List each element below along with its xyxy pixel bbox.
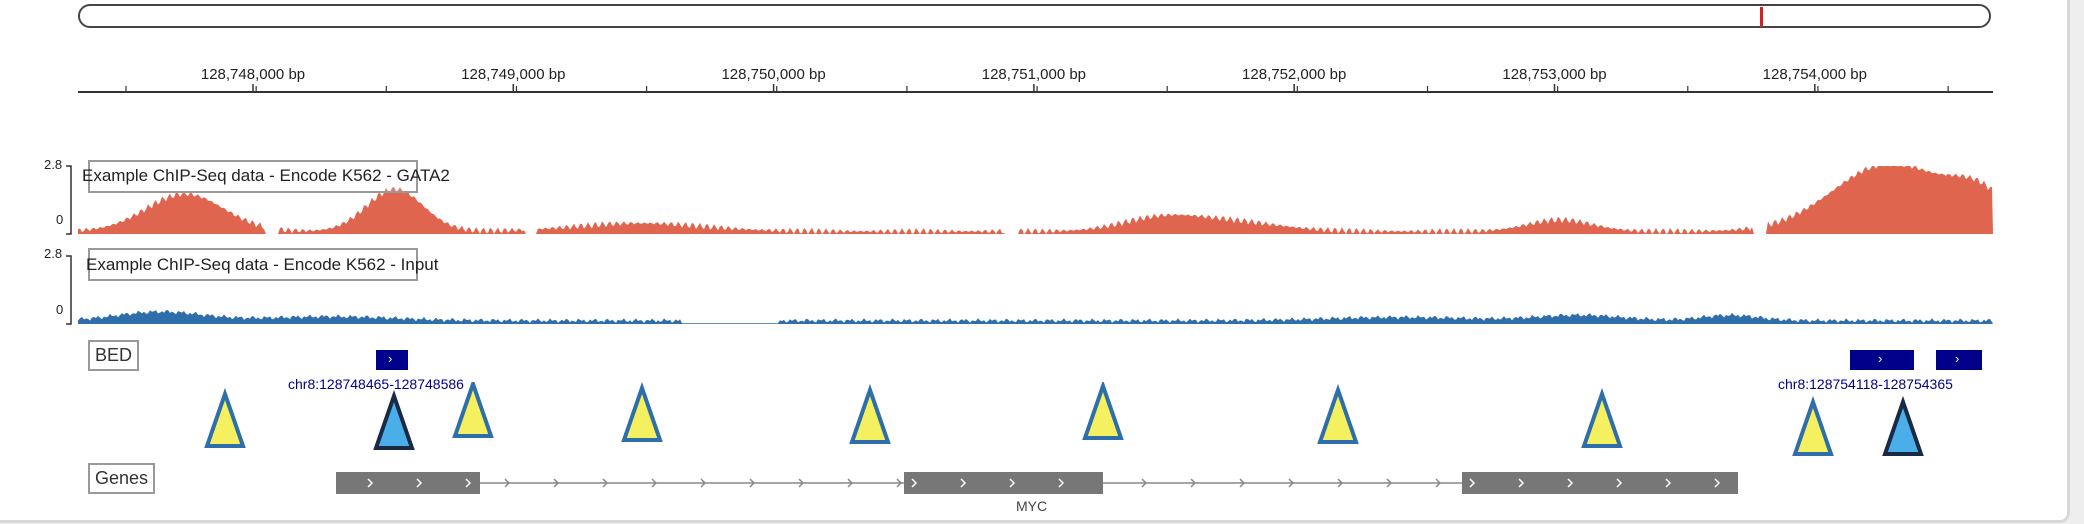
track-input-max-label: 2.8 xyxy=(44,246,63,261)
chevron-right-icon: › xyxy=(1955,351,1960,366)
ruler-tick-label: 128,748,000 bp xyxy=(201,66,305,83)
ruler: 128,748,000 bp 128,749,000 bp 128,750,000 … xyxy=(78,66,1993,93)
track-gata2-signal xyxy=(66,165,1993,235)
chevron-right-icon xyxy=(504,478,511,488)
track-gata2-name-box[interactable] xyxy=(88,160,418,193)
gene-name-label: MYC xyxy=(1016,498,1048,514)
triangle-marker[interactable] xyxy=(1792,395,1834,456)
track-axis xyxy=(66,255,72,325)
selected-triangle-marker[interactable] xyxy=(373,389,415,450)
chevron-right-icon xyxy=(1386,478,1393,488)
gene-exon-1[interactable] xyxy=(336,472,480,494)
triangle-marker[interactable] xyxy=(1581,387,1623,448)
chevron-right-icon xyxy=(960,478,967,488)
chevron-right-icon xyxy=(1141,478,1148,488)
chevron-right-icon xyxy=(1239,478,1246,488)
chevron-right-icon xyxy=(1469,478,1476,488)
chevron-right-icon xyxy=(651,478,658,488)
track-axis xyxy=(66,165,72,235)
track-input-name: Example ChIP-Seq data - Encode K562 - In… xyxy=(86,255,439,274)
bed-track-label[interactable]: BED xyxy=(88,340,140,371)
chevron-right-icon xyxy=(1337,478,1344,488)
intron-chevrons xyxy=(504,478,1442,488)
gene-exon-3[interactable] xyxy=(1462,472,1738,494)
triangle-marker[interactable] xyxy=(621,382,663,442)
gene-exon-2[interactable] xyxy=(904,472,1103,494)
chevron-right-icon xyxy=(1518,478,1525,488)
ruler-minor-ticks xyxy=(125,86,1949,92)
signal-area xyxy=(78,166,1993,234)
chevron-right-icon xyxy=(896,478,903,488)
triangle-marker[interactable] xyxy=(849,383,891,444)
bed-feature-2-label: chr8:128754118-128754365 xyxy=(1778,376,1953,392)
ruler-tick-label: 128,754,000 bp xyxy=(1763,66,1867,83)
ruler-tick-label: 128,750,000 bp xyxy=(721,66,825,83)
ruler-tick-label: 128,751,000 bp xyxy=(982,66,1086,83)
track-gata2-max-label: 2.8 xyxy=(44,157,63,172)
track-gata2-min-label: 0 xyxy=(56,212,64,227)
chevron-right-icon xyxy=(798,478,805,488)
marker-row xyxy=(204,382,1924,456)
ruler-tick-label: 128,749,000 bp xyxy=(461,66,565,83)
chevron-right-icon xyxy=(847,478,854,488)
genes-track-label[interactable]: Genes xyxy=(88,463,156,494)
bed-feature-2[interactable]: › xyxy=(1850,350,1914,370)
chevron-right-icon xyxy=(1435,478,1442,488)
chevron-right-icon xyxy=(1009,478,1016,488)
track-input-name-box[interactable] xyxy=(88,248,418,281)
chevron-right-icon: › xyxy=(1878,351,1883,366)
chevron-right-icon xyxy=(602,478,609,488)
track-input-signal xyxy=(66,255,1993,325)
triangle-marker[interactable] xyxy=(452,382,494,438)
chevron-right-icon xyxy=(911,478,918,488)
signal-area xyxy=(78,310,1993,324)
chevron-right-icon xyxy=(1616,478,1623,488)
bed-feature-1[interactable]: › xyxy=(376,350,408,370)
chevron-right-icon xyxy=(465,478,472,488)
chevron-right-icon xyxy=(1714,478,1721,488)
gene-model xyxy=(336,472,1738,494)
exon-chevrons xyxy=(367,478,1721,488)
triangle-marker[interactable] xyxy=(204,387,246,448)
selected-triangle-marker[interactable] xyxy=(1882,395,1924,456)
track-gata2: 2.8 0 Example ChIP-Seq data - Encode K56… xyxy=(0,150,2067,236)
chevron-right-icon xyxy=(367,478,374,488)
current-region-marker xyxy=(1760,7,1764,27)
bed-feature-1-label: chr8:128748465-128748586 xyxy=(288,376,464,392)
track-input-min-label: 0 xyxy=(56,302,64,317)
triangle-marker[interactable] xyxy=(1317,383,1359,444)
chevron-right-icon xyxy=(1058,478,1065,488)
chevron-right-icon xyxy=(1665,478,1672,488)
chevron-right-icon xyxy=(553,478,560,488)
chevron-right-icon xyxy=(1190,478,1197,488)
chevron-right-icon xyxy=(1567,478,1574,488)
track-gata2-name: Example ChIP-Seq data - Encode K562 - GA… xyxy=(82,166,450,185)
chevron-right-icon: › xyxy=(388,351,393,366)
ruler-tick-label: 128,753,000 bp xyxy=(1502,66,1606,83)
ruler-major-ticks: 128,748,000 bp 128,749,000 bp 128,750,000 … xyxy=(201,66,1867,92)
chevron-right-icon xyxy=(416,478,423,488)
triangle-marker[interactable] xyxy=(1082,382,1124,440)
chromosome-ideogram[interactable] xyxy=(78,4,1991,28)
chevron-right-icon xyxy=(749,478,756,488)
ruler-tick-label: 128,752,000 bp xyxy=(1242,66,1346,83)
chevron-right-icon xyxy=(1288,478,1295,488)
bed-feature-3[interactable]: › xyxy=(1936,350,1982,370)
chevron-right-icon xyxy=(700,478,707,488)
track-input: 2.8 0 Example ChIP-Seq data - Encode K56… xyxy=(0,240,2067,326)
